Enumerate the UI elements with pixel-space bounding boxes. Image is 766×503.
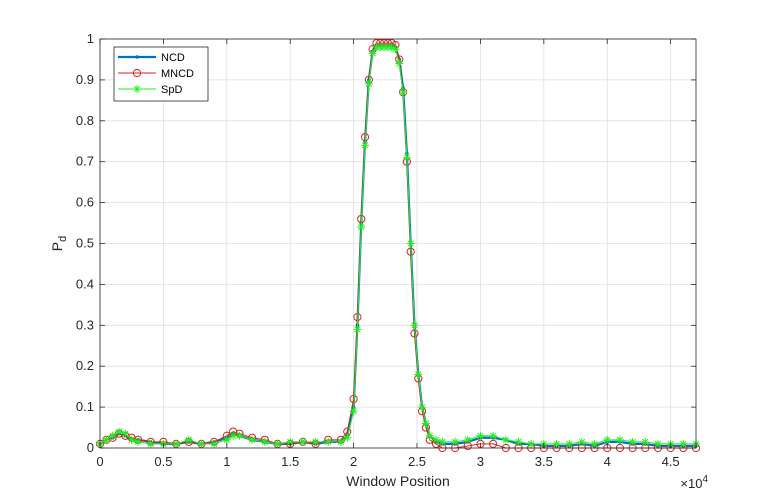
series-spd-point [115, 427, 124, 436]
y-tick-label: 0.3 [76, 317, 94, 332]
series-spd-point [565, 439, 574, 448]
y-tick-label: 0.2 [76, 358, 94, 373]
y-tick-label: 0.5 [76, 236, 94, 251]
series-spd-point [387, 43, 396, 52]
y-tick-label: 0.8 [76, 113, 94, 128]
x-axis-exponent-power: 4 [702, 474, 708, 485]
series-spd-point [102, 435, 111, 444]
series-spd-point [260, 437, 269, 446]
series-spd-point [421, 419, 430, 428]
series-spd-point [146, 439, 155, 448]
series-spd-point [463, 435, 472, 444]
series-spd-point [418, 403, 427, 412]
series-spd-point [324, 437, 333, 446]
y-tick-label: 0 [87, 440, 94, 455]
x-tick-label: 1 [223, 454, 230, 469]
x-tick-label: 3.5 [535, 454, 553, 469]
y-tick-label: 0.1 [76, 399, 94, 414]
x-tick-label: 4.5 [662, 454, 680, 469]
legend-label-mncd: MNCD [161, 68, 194, 80]
series-spd-point [438, 437, 447, 446]
series-spd-point [172, 439, 181, 448]
legend-label-ncd: NCD [161, 52, 185, 64]
legend: NCD MNCD SpD [113, 46, 209, 102]
series-spd-point [222, 435, 231, 444]
series-spd-point [127, 435, 136, 444]
series-spd-point [489, 431, 498, 440]
ticks [99, 38, 696, 449]
series-spd-point [311, 437, 320, 446]
series-spd-point [134, 437, 143, 446]
series-spd-point [336, 437, 345, 446]
series-spd-point [248, 435, 257, 444]
y-tick-label: 0.7 [76, 154, 94, 169]
tick-labels: 0 0.5 1 1.5 2 2.5 3 3.5 4 4.5 0 0.1 0.2 0.3 0.4 0.5 0.6 0… [76, 31, 680, 469]
legend-marker-spd [133, 85, 141, 93]
series-spd-point [615, 435, 624, 444]
series-spd-point [184, 435, 193, 444]
y-tick-label: 0.4 [76, 276, 94, 291]
x-axis-exponent-base: ×10 [680, 476, 702, 491]
y-tick-label: 0.9 [76, 72, 94, 87]
series-spd-point [395, 59, 404, 68]
series-spd-point [399, 88, 408, 97]
series-spd-point [552, 439, 561, 448]
series-spd-point [425, 431, 434, 440]
series-spd-point [361, 141, 370, 150]
series-spd-point [476, 431, 485, 440]
series-mncd-point [489, 439, 498, 449]
series-spd-point [368, 49, 377, 58]
series-spd-point [679, 439, 688, 448]
series-spd-point [391, 45, 400, 54]
series-spd-point [641, 437, 650, 446]
series-spd-point [501, 435, 510, 444]
x-axis-label: Window Position [346, 473, 450, 489]
x-axis-exponent: ×104 [680, 474, 708, 491]
x-tick-label: 4 [604, 454, 611, 469]
series-spd-point [343, 433, 352, 442]
legend-marker-mncd [132, 68, 142, 78]
x-tick-label: 3 [477, 454, 484, 469]
series-spd-point [353, 325, 362, 334]
series-spd-point [603, 435, 612, 444]
legend-label-spd: SpD [161, 84, 182, 96]
legend-marker-ncd [135, 55, 139, 59]
series-spd-point [286, 437, 295, 446]
y-axis-label-subscript: d [57, 236, 69, 242]
y-tick-label: 0.6 [76, 195, 94, 210]
y-tick-label: 1 [87, 31, 94, 46]
series-spd-point [402, 153, 411, 162]
x-tick-label: 0.5 [154, 454, 172, 469]
series-spd-point [349, 407, 358, 416]
y-axis-label-main: P [49, 242, 65, 251]
series-spd-point [406, 239, 415, 248]
series-spd-point [527, 439, 536, 448]
series-spd-point [210, 439, 219, 448]
series-spd-point [653, 439, 662, 448]
series-spd-point [364, 79, 373, 88]
series-spd-point [410, 321, 419, 330]
series-spd-point [514, 437, 523, 446]
x-tick-label: 2.5 [408, 454, 426, 469]
series-spd-point [432, 435, 441, 444]
series-spd-point [229, 431, 238, 440]
series-spd-point [414, 370, 423, 379]
series-spd-point [577, 437, 586, 446]
x-tick-label: 1.5 [281, 454, 299, 469]
series-spd-point [628, 437, 637, 446]
series-spd-point [273, 439, 282, 448]
series-spd-point [121, 429, 130, 438]
series-spd-point [590, 439, 599, 448]
series-spd-point [451, 437, 460, 446]
x-tick-label: 2 [350, 454, 357, 469]
x-tick-label: 0 [96, 454, 103, 469]
y-axis-label: Pd [49, 236, 69, 251]
series-spd-point [108, 431, 117, 440]
series-spd-point [197, 439, 206, 448]
series-spd-point [235, 431, 244, 440]
series-spd-point [357, 223, 366, 232]
series-spd-point [298, 437, 307, 446]
